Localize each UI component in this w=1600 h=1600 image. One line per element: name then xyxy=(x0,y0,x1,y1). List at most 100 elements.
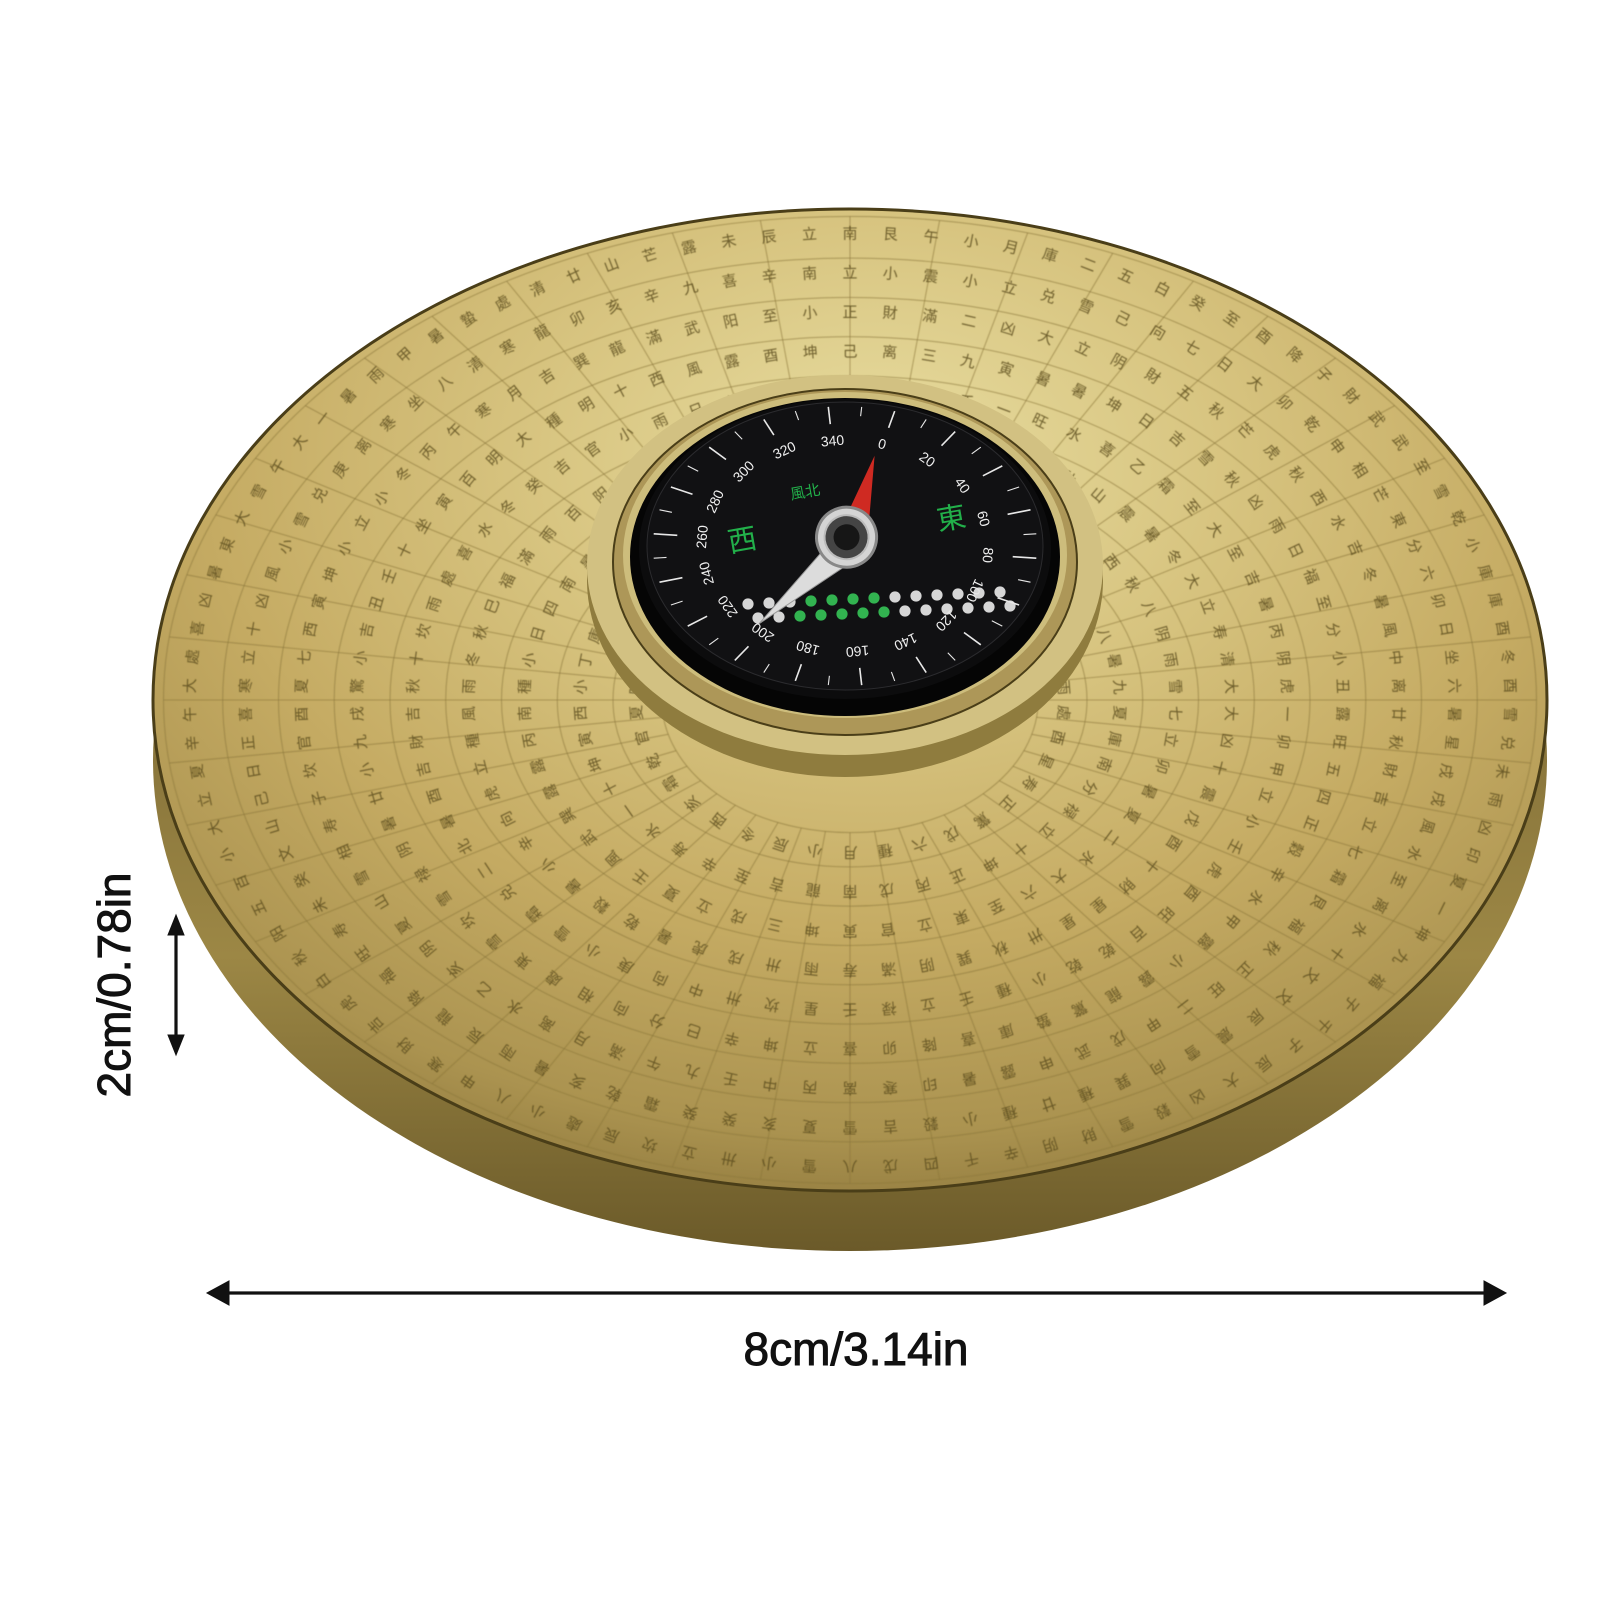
svg-text:星: 星 xyxy=(803,999,819,1017)
svg-text:中: 中 xyxy=(761,1074,778,1093)
svg-text:立: 立 xyxy=(1160,731,1179,749)
svg-text:虎: 虎 xyxy=(1277,678,1295,694)
svg-text:雨: 雨 xyxy=(803,959,820,977)
svg-text:酉: 酉 xyxy=(1492,620,1511,637)
svg-text:震: 震 xyxy=(922,268,939,287)
svg-text:雪: 雪 xyxy=(1166,679,1184,695)
svg-text:吉: 吉 xyxy=(405,706,423,722)
svg-text:處: 處 xyxy=(184,649,202,666)
svg-text:月: 月 xyxy=(842,843,857,860)
svg-text:十: 十 xyxy=(408,650,427,667)
svg-text:卅: 卅 xyxy=(720,1148,738,1167)
svg-text:東: 東 xyxy=(934,500,968,538)
svg-text:立: 立 xyxy=(842,265,857,282)
svg-text:風: 風 xyxy=(1379,621,1398,639)
svg-text:离: 离 xyxy=(1389,678,1407,694)
svg-text:禄: 禄 xyxy=(881,999,897,1017)
svg-text:雪: 雪 xyxy=(801,1156,817,1174)
svg-text:小: 小 xyxy=(1329,650,1348,667)
svg-text:坐: 坐 xyxy=(1442,649,1460,666)
svg-text:種: 種 xyxy=(516,679,534,695)
svg-text:清: 清 xyxy=(1217,651,1236,668)
svg-text:官: 官 xyxy=(879,919,896,938)
svg-text:凶: 凶 xyxy=(1217,732,1236,749)
svg-text:小: 小 xyxy=(806,840,824,859)
svg-text:2cm/0.78in: 2cm/0.78in xyxy=(88,872,140,1097)
svg-text:酉: 酉 xyxy=(762,347,780,366)
svg-text:旺: 旺 xyxy=(1329,733,1348,750)
svg-text:立: 立 xyxy=(802,1038,818,1056)
svg-text:種: 種 xyxy=(876,840,894,859)
svg-text:中: 中 xyxy=(1386,649,1405,666)
svg-text:辰: 辰 xyxy=(760,228,777,247)
svg-text:小: 小 xyxy=(760,1153,777,1172)
svg-text:暑: 暑 xyxy=(1445,706,1462,722)
svg-text:午: 午 xyxy=(923,228,940,247)
svg-text:冬: 冬 xyxy=(1498,649,1516,666)
svg-text:小: 小 xyxy=(802,304,818,322)
svg-text:一: 一 xyxy=(1277,706,1295,722)
svg-text:340: 340 xyxy=(820,432,845,450)
svg-text:七: 七 xyxy=(296,649,315,666)
svg-text:秋: 秋 xyxy=(1386,734,1405,751)
svg-text:龍: 龍 xyxy=(805,880,822,899)
svg-text:七: 七 xyxy=(1166,705,1184,721)
svg-text:夏: 夏 xyxy=(189,763,208,780)
svg-text:八: 八 xyxy=(842,1158,857,1175)
svg-text:未: 未 xyxy=(1492,763,1511,780)
svg-text:九: 九 xyxy=(352,733,371,750)
svg-text:正: 正 xyxy=(842,304,857,321)
svg-text:西: 西 xyxy=(301,621,320,639)
svg-text:十: 十 xyxy=(245,620,264,638)
svg-text:大: 大 xyxy=(182,678,199,694)
svg-text:戌: 戌 xyxy=(1436,762,1455,780)
svg-text:處: 處 xyxy=(1054,704,1072,720)
svg-text:坎: 坎 xyxy=(301,761,320,779)
svg-text:廿: 廿 xyxy=(1389,706,1407,722)
svg-text:酉: 酉 xyxy=(1501,678,1518,694)
svg-text:小: 小 xyxy=(572,679,590,695)
svg-text:夏: 夏 xyxy=(628,704,646,720)
svg-text:西: 西 xyxy=(725,523,759,560)
svg-text:丑: 丑 xyxy=(1333,678,1351,694)
svg-text:兑: 兑 xyxy=(1498,735,1516,752)
svg-text:財: 財 xyxy=(1379,761,1398,779)
svg-text:滿: 滿 xyxy=(921,307,938,326)
svg-text:酉: 酉 xyxy=(293,706,311,722)
svg-text:星: 星 xyxy=(1442,734,1460,751)
svg-text:雪: 雪 xyxy=(842,1118,857,1135)
svg-text:吉: 吉 xyxy=(882,1117,898,1135)
svg-text:80: 80 xyxy=(979,547,996,564)
svg-text:阴: 阴 xyxy=(1273,650,1292,667)
svg-text:露: 露 xyxy=(1333,706,1351,722)
svg-text:三: 三 xyxy=(920,347,938,366)
svg-text:午: 午 xyxy=(182,707,199,723)
svg-text:六: 六 xyxy=(1445,678,1462,694)
svg-text:大: 大 xyxy=(1222,706,1240,722)
svg-text:8cm/3.14in: 8cm/3.14in xyxy=(743,1323,968,1375)
svg-text:离: 离 xyxy=(881,344,897,362)
svg-text:丙: 丙 xyxy=(520,731,539,749)
svg-text:南: 南 xyxy=(516,705,534,721)
svg-text:辛: 辛 xyxy=(761,268,778,287)
svg-text:己: 己 xyxy=(842,343,857,360)
svg-text:喜: 喜 xyxy=(842,1040,857,1057)
svg-text:財: 財 xyxy=(882,304,898,322)
svg-text:立: 立 xyxy=(919,994,937,1013)
svg-text:260: 260 xyxy=(693,524,711,549)
svg-text:雨: 雨 xyxy=(461,678,479,694)
svg-text:160: 160 xyxy=(845,642,870,660)
svg-text:立: 立 xyxy=(801,226,817,244)
svg-text:小: 小 xyxy=(352,650,371,667)
svg-text:南: 南 xyxy=(842,226,857,243)
svg-text:至: 至 xyxy=(761,307,778,326)
svg-text:南: 南 xyxy=(802,265,818,283)
svg-text:財: 財 xyxy=(408,733,427,750)
svg-text:小: 小 xyxy=(882,265,898,283)
svg-text:雪: 雪 xyxy=(1501,707,1518,723)
svg-text:戌: 戌 xyxy=(349,706,367,722)
svg-text:喜: 喜 xyxy=(238,706,255,722)
svg-text:卯: 卯 xyxy=(881,1038,897,1056)
svg-text:官: 官 xyxy=(296,734,315,751)
svg-text:千: 千 xyxy=(962,1148,980,1167)
